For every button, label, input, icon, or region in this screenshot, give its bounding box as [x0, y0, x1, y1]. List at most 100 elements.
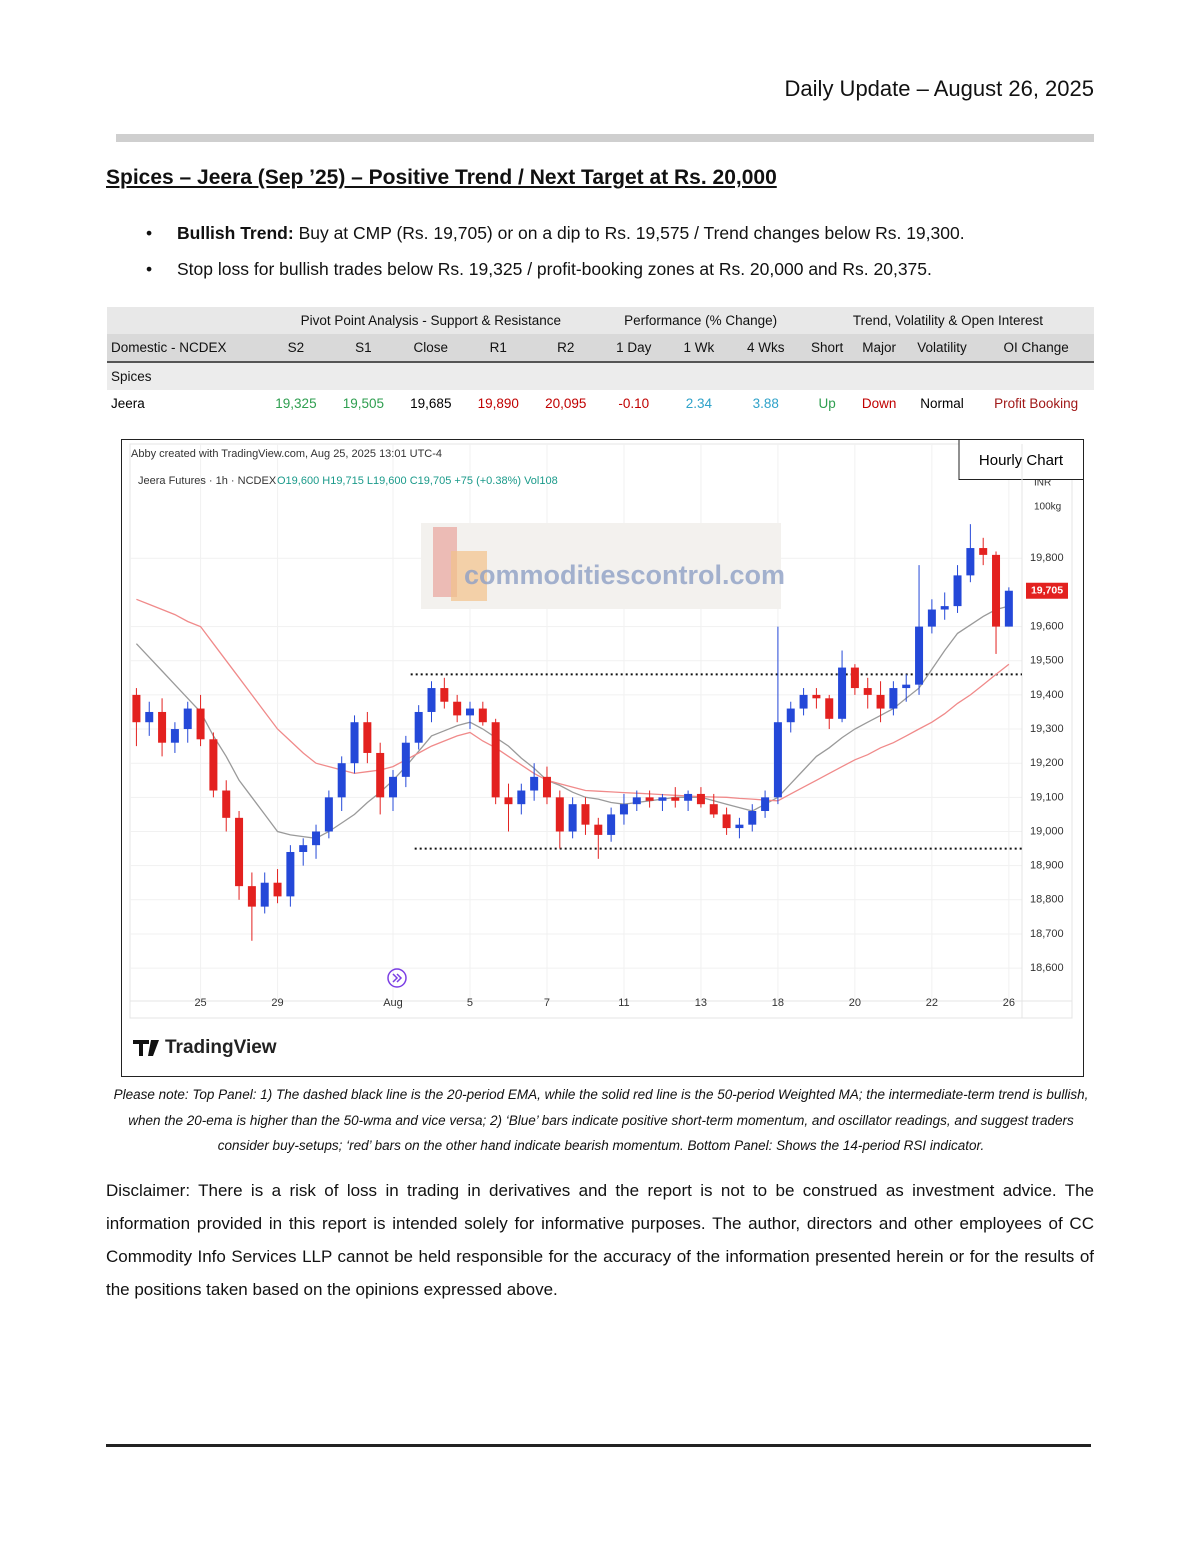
table-cell: Close — [397, 334, 465, 363]
event-icon — [387, 968, 407, 988]
candle-body — [376, 752, 385, 798]
candle-body — [273, 882, 282, 897]
candle-body — [953, 575, 962, 607]
candle-body — [440, 688, 449, 702]
ohlc: O19,600 H19,715 L19,600 C19,705 +75 (+0.… — [277, 475, 558, 487]
candle-body — [324, 797, 333, 832]
table-cell: 1 Day — [599, 334, 669, 363]
candle-body — [799, 694, 808, 709]
candle-body — [453, 701, 462, 716]
y-tick-label: 18,700 — [1030, 928, 1064, 940]
table-cell: 19,325 — [275, 396, 317, 411]
last-price-box — [1026, 582, 1068, 599]
table-cell: 19,685 — [410, 396, 452, 411]
event-icon — [392, 973, 403, 983]
candle-body — [568, 804, 577, 832]
y-tick-label: 19,300 — [1030, 723, 1064, 735]
table-cell: Domestic - NCDEX — [107, 334, 263, 363]
candle-body — [838, 667, 847, 719]
candle-body — [876, 694, 885, 709]
candle-body — [902, 684, 911, 689]
table-cell: Performance (% Change) — [599, 307, 802, 334]
y-tick-label: 19,100 — [1030, 791, 1064, 803]
chart-credit: Abby created with TradingView.com, Aug 2… — [131, 448, 442, 460]
candle-body — [247, 886, 256, 907]
table-cell: Short — [801, 334, 853, 363]
table-cell: 2.34 — [685, 396, 712, 411]
y-tick-label: 18,800 — [1030, 894, 1064, 906]
candle-body — [504, 797, 513, 805]
candle-body — [170, 729, 179, 743]
candle-body — [286, 851, 295, 897]
candle-body — [607, 814, 616, 835]
candle-body — [966, 548, 975, 576]
candle-body — [491, 722, 500, 798]
x-tick-label: 20 — [849, 997, 861, 1009]
disclaimer: Disclaimer: There is a risk of loss in t… — [106, 1181, 1094, 1299]
table-cell: Pivot Point Analysis - Support & Resista… — [262, 307, 600, 334]
report-title: Spices – Jeera (Sep ’25) – Positive Tren… — [106, 166, 777, 189]
candle-body — [299, 845, 308, 852]
candle-body — [979, 548, 988, 555]
candle-body — [465, 708, 474, 716]
table-row: Pivot Point Analysis - Support & Resista… — [107, 307, 1094, 334]
bullet: • Stop loss for bullish trades below Rs. … — [146, 259, 932, 279]
table-cell: Major — [852, 334, 906, 363]
x-tick-label: 26 — [1003, 997, 1015, 1009]
table-row: Domestic - NCDEX S2 S1 Close R1 R2 1 Day 1 Wk 4 … — [107, 334, 1094, 363]
table-cell: 19,890 — [477, 396, 519, 411]
candle-body — [594, 824, 603, 835]
table-cell: 19,505 — [342, 396, 385, 411]
x-tick-label: 7 — [544, 997, 550, 1009]
candle-body — [183, 708, 192, 730]
y-tick-label: 19,800 — [1030, 552, 1064, 564]
y-tick-label: 19,000 — [1030, 825, 1064, 837]
candle-body — [209, 739, 218, 791]
candle-body — [619, 804, 628, 815]
candle-body — [414, 711, 423, 743]
table-cell: Normal — [920, 396, 964, 411]
table-cell: R1 — [464, 334, 532, 363]
table-cell: R2 — [531, 334, 600, 363]
candle-body — [658, 797, 667, 801]
table-cell: 4 Wks — [729, 334, 802, 363]
table-cell: OI Change — [978, 334, 1094, 363]
candle-body — [427, 688, 436, 712]
y-tick-label: 19,200 — [1030, 757, 1064, 769]
table-cell: 3.88 — [752, 396, 779, 411]
candle-body — [927, 609, 936, 627]
table-cell: Volatility — [905, 334, 979, 363]
candle-body — [145, 711, 154, 723]
x-tick-label: 5 — [467, 997, 473, 1009]
last-price: 19,705 — [1031, 585, 1063, 597]
candle-body — [632, 797, 641, 805]
y-tick-label: 18,600 — [1030, 962, 1064, 974]
badge: Hourly Chart — [979, 452, 1064, 469]
candle-body — [915, 626, 924, 685]
plot-frame — [129, 443, 1073, 1019]
x-tick-label: 13 — [695, 997, 707, 1009]
watermark-logo — [451, 551, 487, 601]
candle-body — [401, 742, 410, 777]
y-tick-label: 18,900 — [1030, 860, 1064, 872]
candle-body — [748, 811, 757, 825]
table-cell: 1 Wk — [668, 334, 730, 363]
candle-body — [555, 797, 564, 832]
bottom-rule — [106, 1444, 1091, 1447]
candle-body — [735, 824, 744, 829]
candle-body — [940, 606, 949, 610]
brand-logo — [133, 1040, 159, 1056]
candle-body — [478, 708, 487, 723]
candle-body — [312, 831, 321, 846]
table-row: Jeera 19,325 19,505 19,685 19,890 20,095 -0.10… — [107, 390, 1094, 417]
candle-body — [530, 776, 539, 791]
candle-body — [889, 688, 898, 709]
badge-box — [958, 439, 1084, 480]
table-cell: Profit Booking — [994, 396, 1079, 411]
candle-body — [1004, 590, 1013, 627]
candle-body — [581, 804, 590, 825]
table-cell: S2 — [262, 334, 330, 363]
moving-average — [135, 605, 1010, 839]
watermark: commoditiescontrol.com — [464, 560, 785, 590]
table-cell: Spices — [107, 362, 1094, 390]
